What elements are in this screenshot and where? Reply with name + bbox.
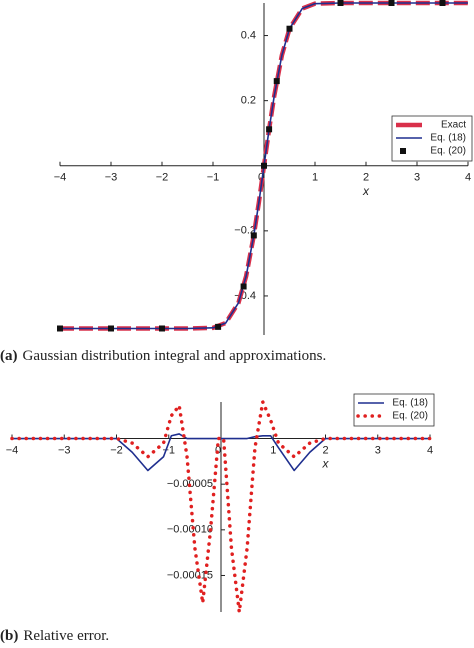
x-tick-label: 4 (427, 444, 433, 456)
legend-marker (400, 148, 406, 154)
legend: Exact Eq. (18) Eq. (20) (391, 115, 473, 162)
legend-label: Eq. (18) (392, 398, 428, 409)
marker (286, 25, 293, 32)
x-tick-label: −4 (54, 172, 67, 184)
x-tick-label: −3 (58, 444, 71, 456)
marker (57, 325, 63, 332)
caption: (a) Gaussian distribution integral and ap… (0, 348, 326, 364)
marker (159, 325, 165, 332)
x-tick-label: 2 (322, 444, 328, 456)
marker (240, 283, 247, 290)
x-tick-label: 3 (375, 444, 381, 456)
marker (250, 232, 257, 239)
caption-text: Relative error. (23, 628, 109, 644)
x-tick-label: −4 (6, 444, 19, 456)
y-tick-label: 0.4 (241, 29, 256, 41)
marker (273, 78, 280, 85)
marker (337, 0, 344, 6)
marker (215, 323, 222, 330)
marker (266, 126, 273, 133)
y-tick-label: −0.00015 (167, 569, 213, 581)
x-tick-label: −3 (105, 172, 118, 184)
legend: Eq. (18) Eq. (20) (353, 393, 435, 427)
x-tick-label: 1 (270, 444, 276, 456)
legend-label: Eq. (18) (430, 133, 466, 144)
y-tick-label: −0.2 (234, 225, 256, 237)
caption-label: (b) (0, 628, 18, 644)
x-tick-label: −2 (110, 444, 123, 456)
x-axis-label: x (322, 457, 330, 471)
x-tick-label: −2 (156, 172, 169, 184)
legend-label: Eq. (20) (430, 146, 466, 157)
marker (261, 162, 267, 169)
x-tick-label: −1 (207, 172, 220, 184)
caption-label: (a) (0, 348, 18, 364)
marker (388, 0, 395, 6)
marker (108, 325, 114, 332)
caption-text: Gaussian distribution integral and appro… (23, 348, 327, 364)
x-axis-label: x (362, 184, 370, 198)
x-tick-label: 4 (465, 172, 471, 184)
y-tick-label: −0.00010 (167, 524, 213, 536)
x-tick-label: 2 (363, 172, 369, 184)
legend-label: Eq. (20) (392, 411, 428, 422)
panel: −4 −3 −2 −1 0 1 2 3 4−0.00015−0.00010−0.00005xEq… (0, 393, 435, 644)
x-tick-label: 0 (215, 444, 221, 456)
series-line (12, 433, 430, 472)
x-tick-label: 1 (312, 172, 318, 184)
legend-label: Exact (441, 120, 466, 131)
y-tick-label: 0.2 (241, 95, 256, 107)
x-tick-label: 3 (414, 172, 420, 184)
marker (439, 0, 446, 6)
caption: (b) Relative error. (0, 628, 109, 644)
legend-box (353, 393, 435, 427)
